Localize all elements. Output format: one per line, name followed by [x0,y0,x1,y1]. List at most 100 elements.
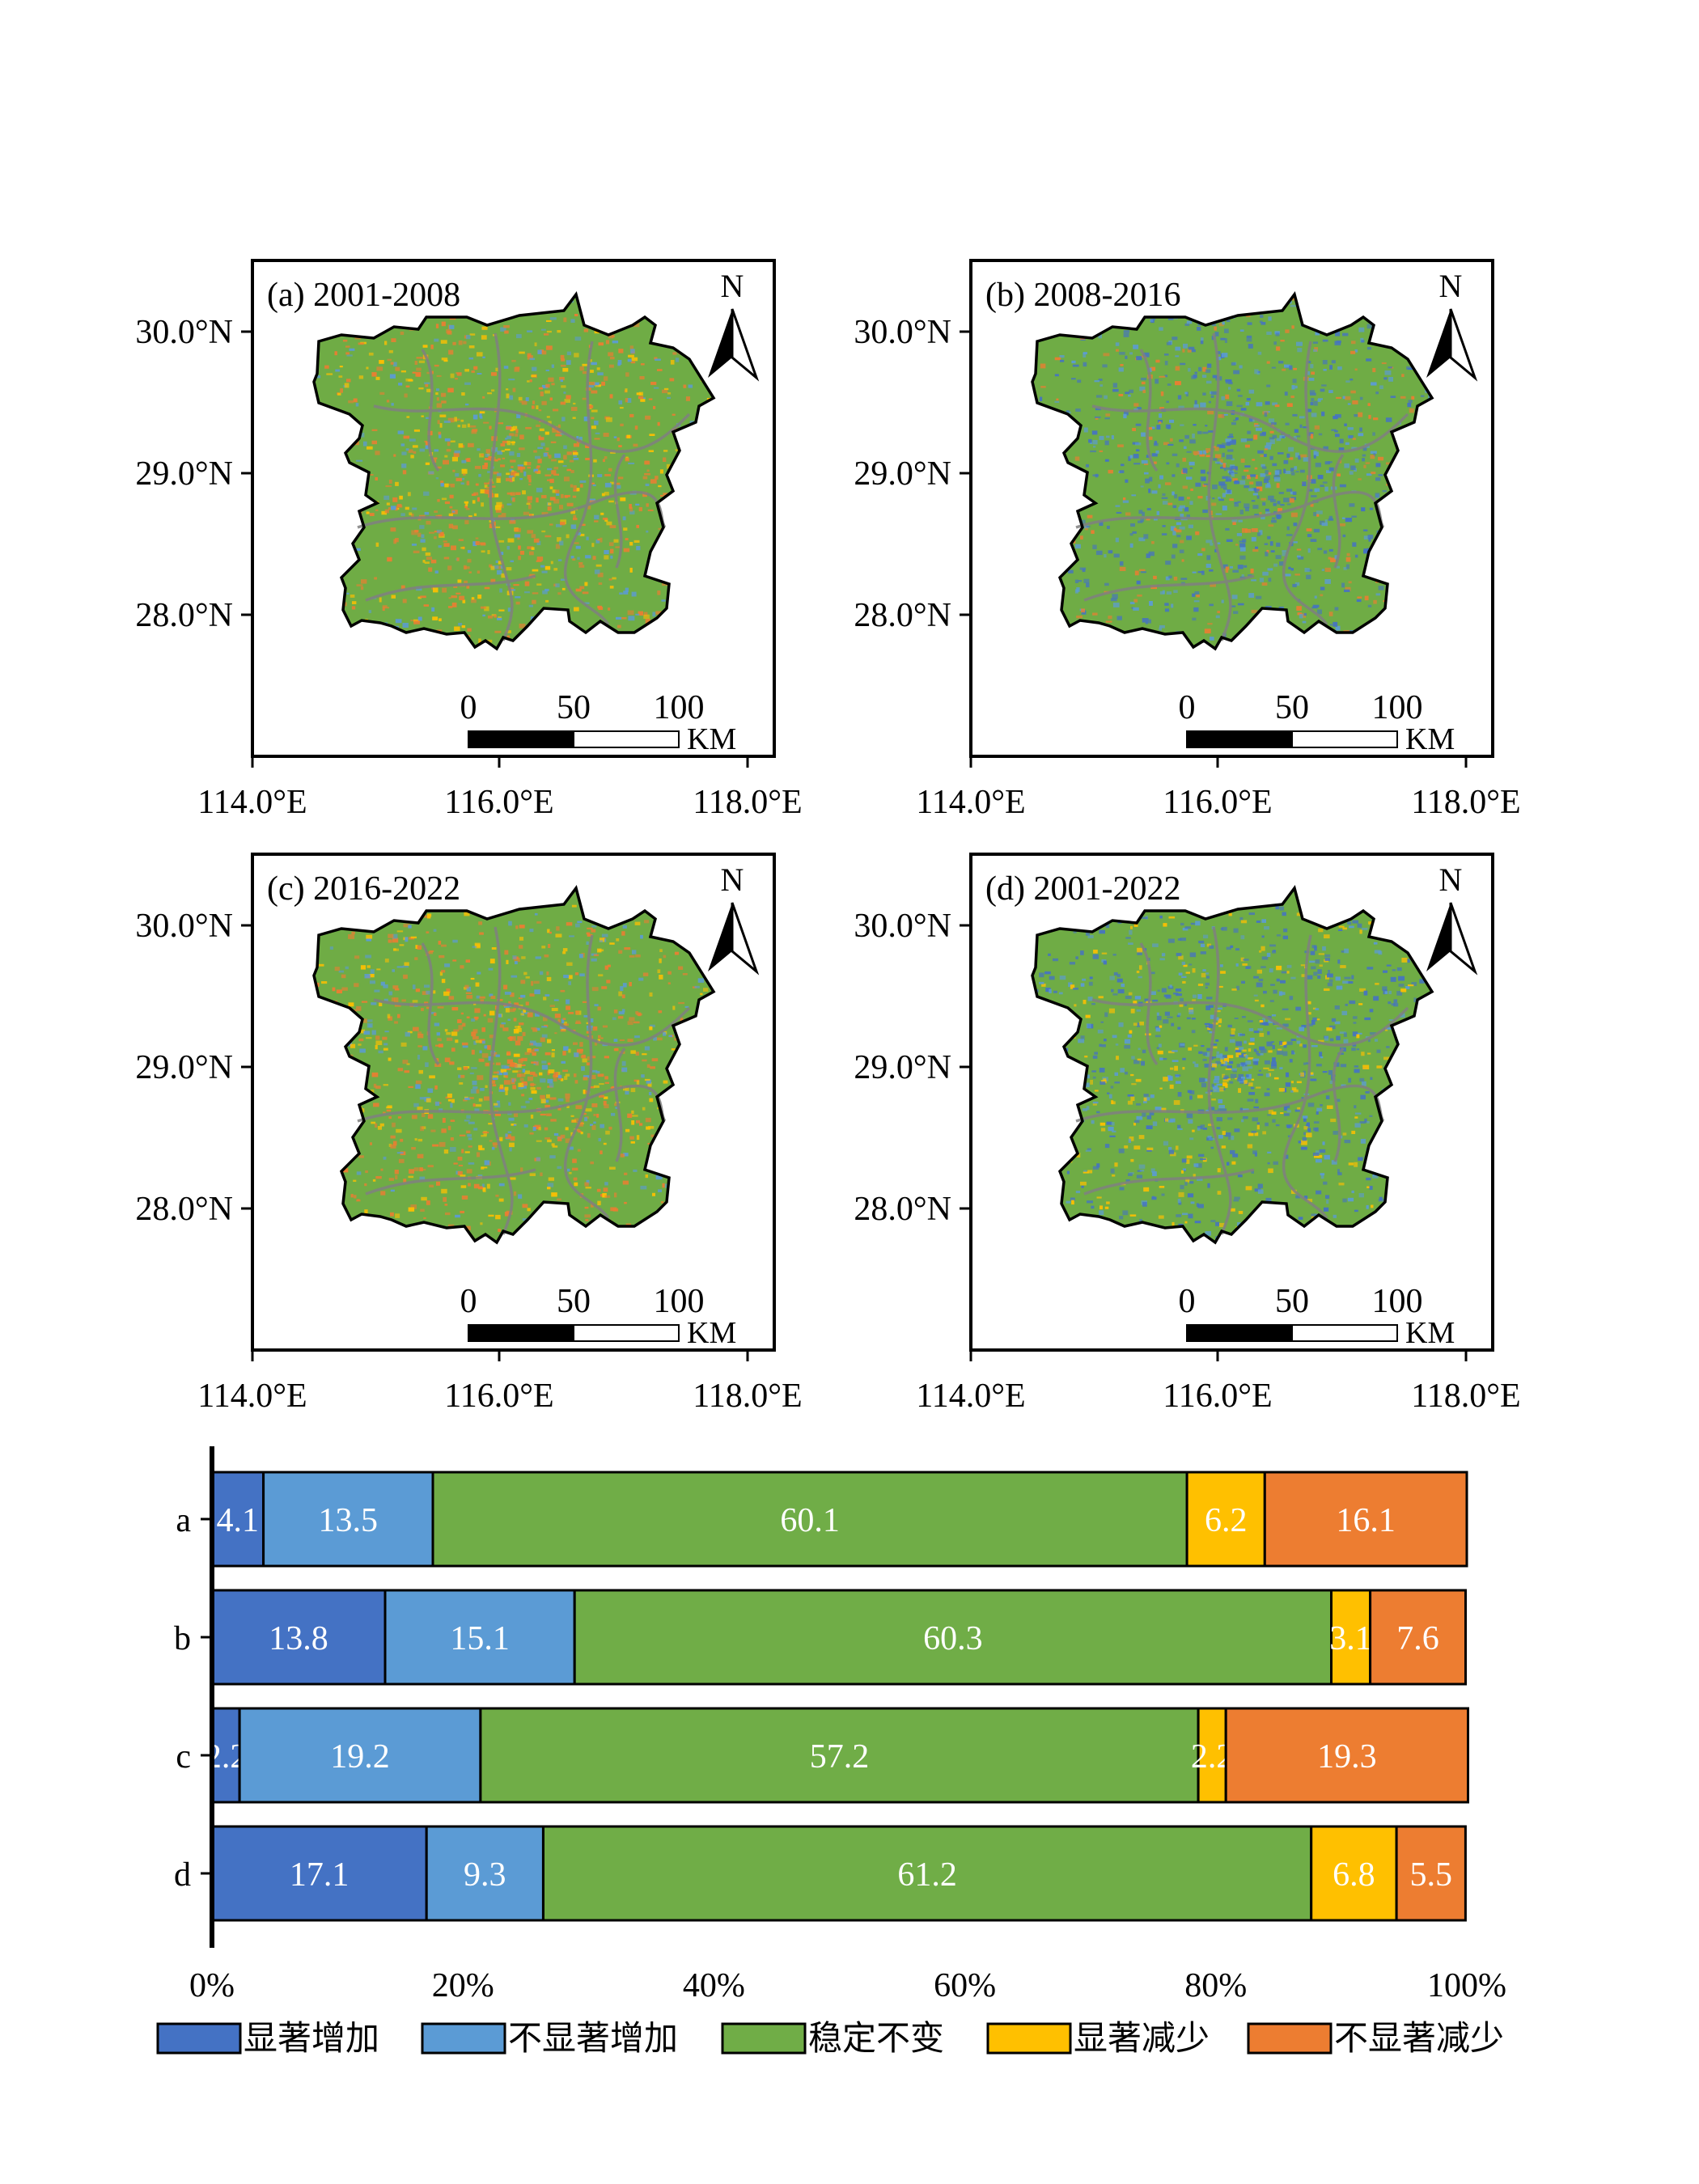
lon-tick-label: 114.0°E [916,784,1025,821]
bar-segment [238,1707,482,1804]
scale-unit: KM [687,722,736,756]
scale-tick-label: 100 [654,689,705,726]
lat-tick-label: 30.0°N [135,908,233,945]
data-label: 19.3 [1317,1738,1377,1776]
lat-tick-label: 30.0°N [135,314,233,351]
north-arrow-icon [708,308,760,382]
bar-segment [431,1471,1188,1568]
north-label: N [721,268,744,304]
data-label: 60.3 [923,1620,983,1657]
data-label: 57.2 [810,1738,870,1776]
legend-label: 显著增加 [244,2018,379,2058]
legend-item: 不显著减少 [1247,2018,1504,2058]
data-label: 61.2 [897,1856,957,1894]
lat-tick-label: 28.0°N [854,1191,951,1228]
bar-segment [1263,1471,1468,1568]
bar-segment [210,1825,428,1922]
legend-label: 不显著减少 [1334,2018,1504,2058]
scale-tick-label: 50 [1275,689,1309,726]
bar-segment [425,1825,544,1922]
map-frame [251,259,776,758]
lon-tick-label: 116.0°E [1163,1378,1272,1415]
data-label: 13.8 [269,1620,328,1657]
scale-tick-label: 0 [460,1283,477,1320]
lat-tick-label: 30.0°N [854,908,951,945]
lon-tick-label: 118.0°E [1411,1378,1520,1415]
bar-segment [1369,1589,1467,1686]
chart-legend: 显著增加 不显著增加 稳定不变 显著减少 不显著减少 [156,2018,1504,2058]
region-map [312,293,715,650]
data-label: 16.1 [1336,1502,1396,1539]
scale-tick-label: 0 [460,689,477,726]
lon-tick-label: 116.0°E [444,1378,553,1415]
data-label: 9.3 [464,1856,506,1894]
map-label: (b) 2008-2016 [985,277,1180,314]
lat-tick-label: 29.0°N [854,1049,951,1086]
lat-tick-label: 29.0°N [135,1049,233,1086]
map-frame [969,853,1494,1352]
legend-swatch [156,2022,242,2055]
lat-tick-label: 28.0°N [135,597,233,634]
legend-item: 不显著增加 [421,2018,678,2058]
legend-swatch [1247,2022,1333,2055]
lon-tick-label: 116.0°E [444,784,553,821]
lon-tick-label: 114.0°E [197,1378,307,1415]
admin-boundaries [357,332,691,641]
category-label: c [176,1738,191,1776]
lat-tick-label: 29.0°N [854,455,951,493]
data-label: 7.6 [1396,1620,1439,1657]
bar-segment [1310,1825,1398,1922]
bar-segment [1224,1707,1469,1804]
region-map [1031,293,1434,650]
legend-label: 不显著增加 [508,2018,678,2058]
data-label: 17.1 [290,1856,350,1894]
north-arrow-icon [1426,308,1478,382]
scale-unit: KM [1405,1316,1455,1350]
bar-segment [542,1825,1313,1922]
data-label: 5.5 [1410,1856,1453,1894]
x-tick-label: 60% [934,1967,996,2004]
legend-item: 显著增加 [156,2018,379,2058]
scale-tick-label: 100 [654,1283,705,1320]
map-label: (d) 2001-2022 [985,870,1180,908]
lon-tick-label: 114.0°E [916,1378,1025,1415]
region-map [312,887,715,1244]
legend-swatch [986,2022,1072,2055]
data-label: 6.2 [1205,1502,1248,1539]
x-tick-label: 0% [189,1967,235,2004]
lat-tick-label: 30.0°N [854,314,951,351]
lat-tick-label: 28.0°N [854,597,951,634]
scale-tick-label: 0 [1179,689,1196,726]
data-label: 15.1 [450,1620,510,1657]
scale-tick-label: 50 [557,1283,591,1320]
legend-item: 显著减少 [986,2018,1210,2058]
data-label: 19.2 [330,1738,390,1776]
north-label: N [1439,268,1463,304]
lon-tick-label: 118.0°E [693,1378,802,1415]
scale-tick-label: 100 [1372,689,1423,726]
legend-item: 稳定不变 [721,2018,944,2058]
legend-swatch [721,2022,807,2055]
map-label: (c) 2016-2022 [267,870,460,908]
admin-boundaries [1075,926,1409,1235]
category-label: b [174,1620,191,1657]
bar-segment [210,1589,387,1686]
scale-tick-label: 100 [1372,1283,1423,1320]
lat-tick-label: 29.0°N [135,455,233,493]
admin-boundaries [357,926,691,1235]
scale-unit: KM [1405,722,1455,756]
admin-boundaries [1075,332,1409,641]
bar-segment [573,1589,1333,1686]
north-label: N [1439,861,1463,898]
map-frame [969,259,1494,758]
x-tick-label: 40% [683,1967,745,2004]
scale-unit: KM [687,1316,736,1350]
